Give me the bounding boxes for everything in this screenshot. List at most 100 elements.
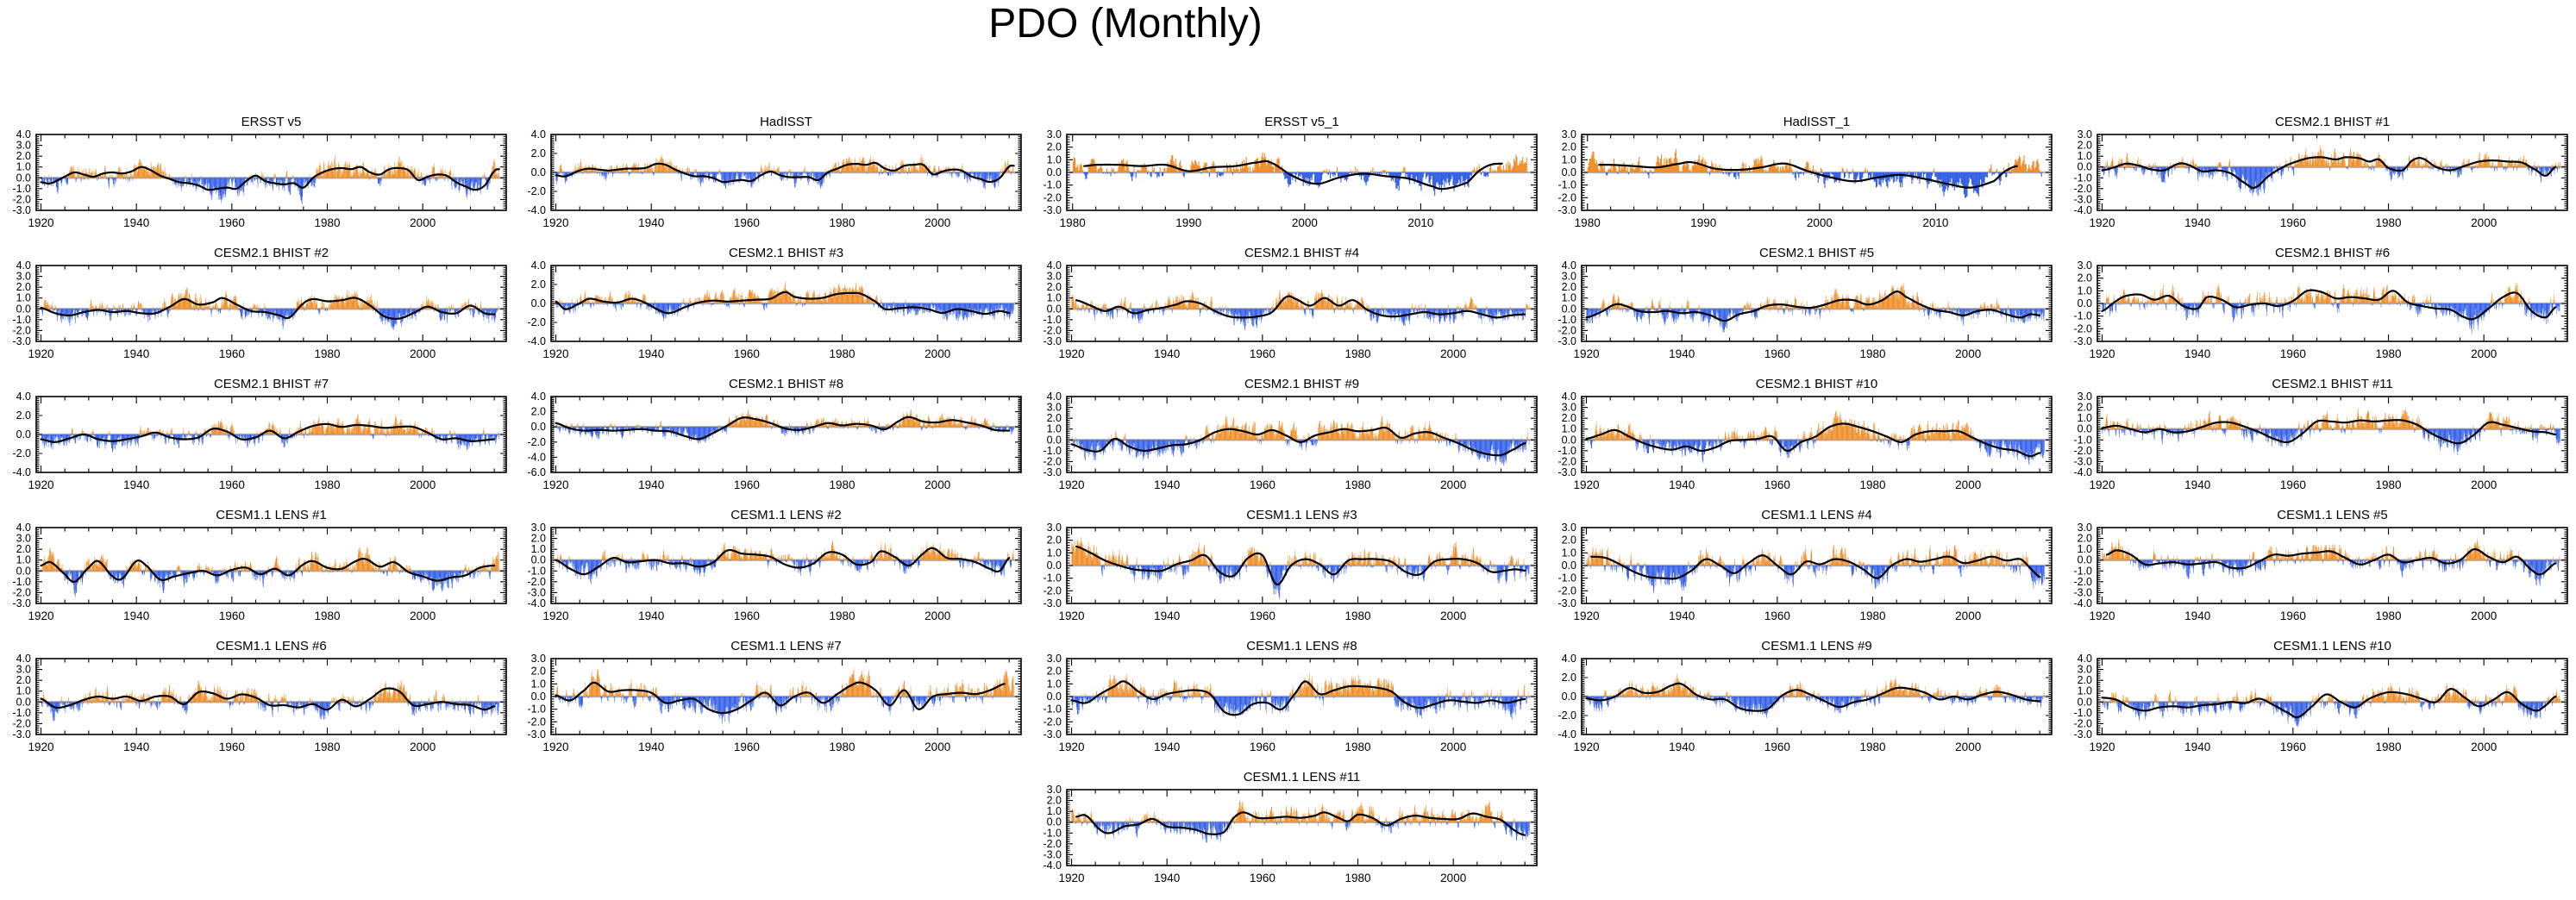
x-tick-label: 1920 bbox=[28, 347, 53, 360]
y-tick-label: 2.0 bbox=[1562, 534, 1576, 547]
y-tick-label: -4.0 bbox=[1558, 728, 1577, 741]
chart-title: CESM2.1 BHIST #10 bbox=[1756, 377, 1877, 391]
y-tick-label: 2.0 bbox=[16, 543, 31, 555]
x-tick-label: 1940 bbox=[639, 741, 665, 753]
monthly-bars bbox=[1072, 152, 1527, 197]
x-tick-label: 1960 bbox=[1250, 872, 1275, 884]
axis-ticks bbox=[36, 134, 506, 211]
smoothed-line bbox=[40, 166, 500, 191]
y-tick-label: -3.0 bbox=[2073, 586, 2092, 598]
axis-ticks bbox=[551, 396, 1022, 473]
axis-ticks bbox=[2097, 527, 2567, 604]
x-tick-label: 2000 bbox=[1440, 741, 1466, 753]
chart-title: CESM2.1 BHIST #9 bbox=[1244, 377, 1359, 391]
positive-bars bbox=[1071, 537, 1525, 566]
plot-frame bbox=[1065, 265, 1538, 342]
chart-title: HadISST bbox=[760, 115, 812, 129]
y-tick-label: 0.0 bbox=[1046, 303, 1061, 315]
axis-ticks bbox=[551, 527, 1022, 604]
x-tick-label: 1980 bbox=[1860, 347, 1886, 360]
chart-title: ERSST v5 bbox=[241, 115, 302, 129]
y-tick-label: 2.0 bbox=[1562, 412, 1576, 424]
negative-bars bbox=[1071, 697, 1530, 720]
x-tick-label: 1960 bbox=[1250, 741, 1275, 753]
x-tick-label: 2000 bbox=[925, 609, 951, 622]
y-tick-label: 1.0 bbox=[1562, 292, 1576, 304]
axis-ticks bbox=[551, 134, 1022, 211]
axis-ticks bbox=[1582, 658, 2053, 735]
y-tick-label: -1.0 bbox=[1558, 572, 1577, 584]
plot-frame bbox=[35, 527, 507, 604]
chart-title: CESM1.1 LENS #8 bbox=[1246, 639, 1357, 653]
y-tick-label: 3.0 bbox=[16, 664, 31, 676]
y-tick-label: -3.0 bbox=[1043, 335, 1062, 347]
x-tick-label: 1920 bbox=[28, 741, 53, 753]
y-tick-label: 4.0 bbox=[16, 653, 31, 665]
monthly-bars bbox=[41, 679, 499, 722]
plot-frame bbox=[1581, 396, 2053, 473]
y-tick-label: -3.0 bbox=[1558, 335, 1577, 347]
x-tick-label: 1960 bbox=[1764, 609, 1790, 622]
monthly-bars bbox=[2102, 282, 2560, 334]
axis-ticks bbox=[1582, 265, 2053, 342]
x-tick-label: 1940 bbox=[639, 347, 665, 360]
y-tick-label: -1.0 bbox=[1043, 314, 1062, 326]
axis-ticks bbox=[2097, 134, 2567, 211]
x-tick-label: 1980 bbox=[314, 216, 340, 229]
y-tick-label: 0.0 bbox=[531, 691, 546, 703]
y-tick-label: -3.0 bbox=[2073, 455, 2092, 467]
chart-cesm2-1-bhist-6: CESM2.1 BHIST #6 3.02.01.00.0-1.0-2.0-3.0… bbox=[2073, 246, 2568, 360]
axis-ticks bbox=[1066, 396, 1537, 473]
negative-bars bbox=[2102, 428, 2560, 456]
y-tick-label: 0.0 bbox=[2077, 554, 2091, 566]
x-tick-label: 1920 bbox=[543, 609, 569, 622]
axis-ticks bbox=[551, 265, 1022, 342]
x-tick-label: 2000 bbox=[1955, 478, 1981, 491]
y-tick-label: 3.0 bbox=[2077, 391, 2091, 403]
x-tick-label: 1960 bbox=[2279, 216, 2305, 229]
y-tick-label: 2.0 bbox=[16, 150, 31, 162]
axis-ticks bbox=[1066, 134, 1538, 211]
y-tick-label: 3.0 bbox=[1046, 784, 1061, 796]
y-tick-label: 4.0 bbox=[1046, 259, 1061, 272]
chart-cesm1-1-lens-3: CESM1.1 LENS #33.02.01.00.0-1.0-2.0-3.01… bbox=[1043, 508, 1538, 622]
negative-bars bbox=[1588, 440, 2045, 466]
x-tick-label: 1960 bbox=[734, 741, 760, 753]
negative-bars bbox=[1586, 697, 2044, 718]
smoothed-line bbox=[2101, 156, 2556, 190]
x-tick-label: 2000 bbox=[1440, 478, 1466, 491]
chart-cesm2-1-bhist-11: CESM2.1 BHIST #11 3.02.01.00.0-1.0-2.0-3.… bbox=[2073, 377, 2568, 491]
y-tick-label: 2.0 bbox=[1562, 141, 1576, 153]
y-tick-label: -4.0 bbox=[528, 204, 547, 216]
x-tick-label: 1940 bbox=[1669, 609, 1695, 622]
chart-cesm1-1-lens-10: CESM1.1 LENS #10 4.03.02.01.00.0-1.0-2.0-… bbox=[2073, 639, 2568, 753]
chart-title: CESM1.1 LENS #11 bbox=[1243, 770, 1360, 784]
axis-ticks bbox=[1066, 527, 1537, 604]
y-tick-label: 2.0 bbox=[1046, 412, 1061, 424]
x-tick-label: 2000 bbox=[1807, 216, 1833, 229]
x-tick-label: 2000 bbox=[410, 216, 436, 229]
x-tick-label: 1940 bbox=[1154, 741, 1180, 753]
y-tick-label: -2.0 bbox=[1043, 838, 1062, 850]
axis-ticks bbox=[36, 265, 506, 342]
negative-bars bbox=[41, 571, 492, 597]
y-tick-label: -3.0 bbox=[1558, 466, 1577, 478]
y-tick-label: 1.0 bbox=[2077, 284, 2091, 297]
y-tick-label: 1.0 bbox=[1046, 423, 1061, 435]
y-tick-label: -3.0 bbox=[1043, 466, 1062, 478]
positive-bars bbox=[558, 153, 1015, 172]
y-tick-label: 0.0 bbox=[1046, 166, 1061, 178]
y-tick-label: 1.0 bbox=[1046, 547, 1061, 559]
y-tick-label: 2.0 bbox=[1562, 281, 1576, 293]
x-tick-label: 1920 bbox=[2089, 609, 2115, 622]
negative-bars bbox=[1100, 566, 1530, 600]
y-tick-label: 0.0 bbox=[1562, 303, 1576, 315]
x-tick-label: 1980 bbox=[1860, 741, 1886, 753]
plot-frame bbox=[2096, 134, 2568, 211]
positive-bars bbox=[41, 547, 499, 572]
y-tick-label: -2.0 bbox=[1558, 584, 1577, 597]
smoothed-line bbox=[1590, 554, 2041, 580]
x-tick-label: 1980 bbox=[830, 347, 856, 360]
x-tick-label: 1960 bbox=[1764, 478, 1790, 491]
